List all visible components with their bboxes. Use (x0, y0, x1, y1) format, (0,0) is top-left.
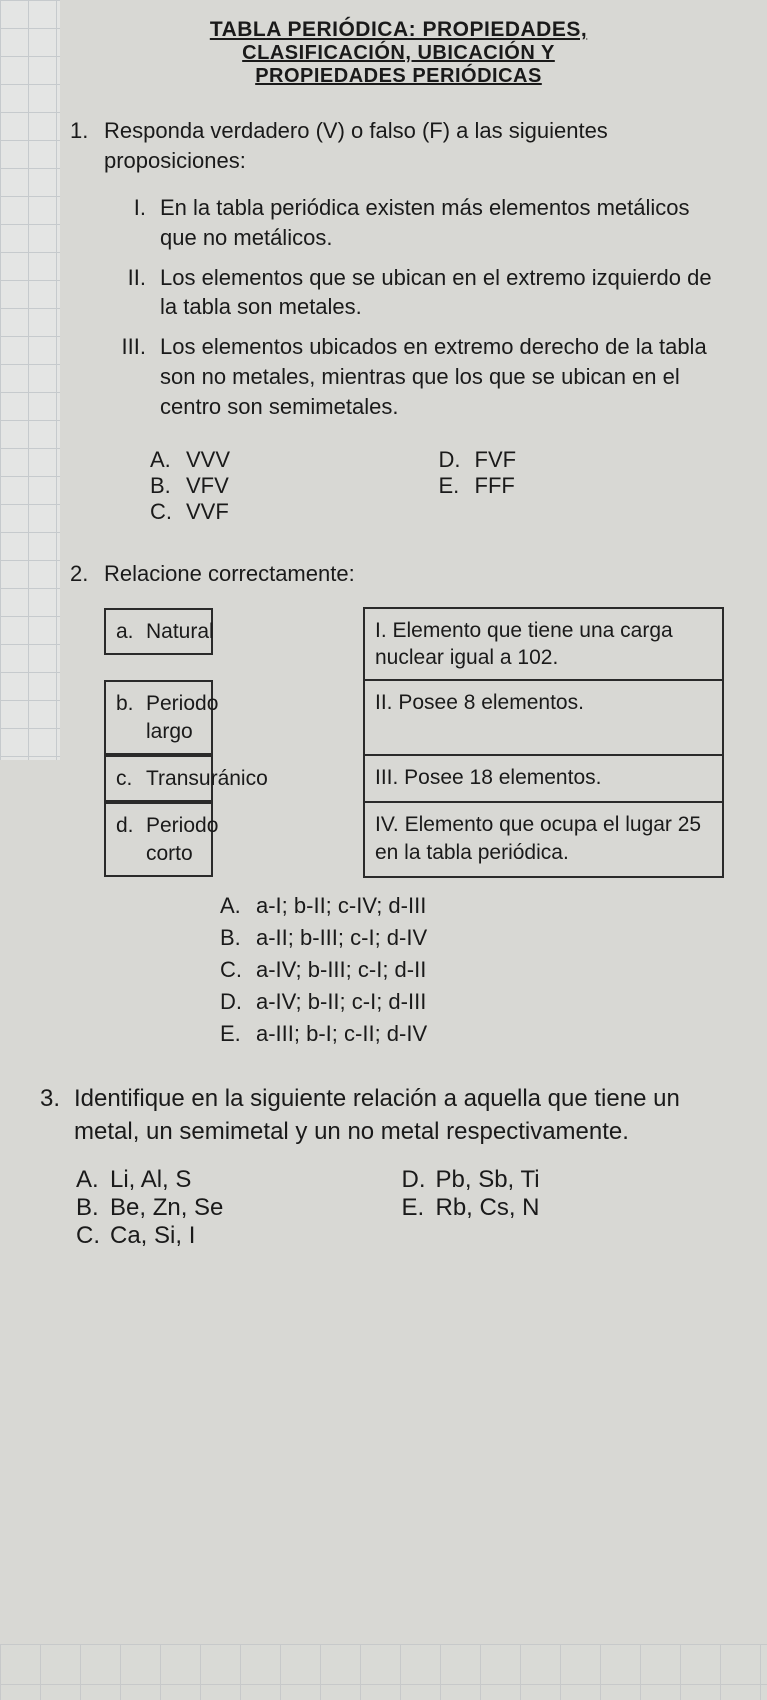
q3-options: A.Li, Al, S B.Be, Zn, Se C.Ca, Si, I D.P… (76, 1166, 727, 1250)
worksheet-title: TABLA PERIÓDICA: PROPIEDADES, CLASIFICAC… (103, 18, 694, 88)
q2-row-d-key: d. (116, 812, 146, 867)
q1-item-II-text: Los elementos que se ubican en el extrem… (160, 263, 727, 322)
q2-cell-d-right: IV. Elemento que ocupa el lugar 25 en la… (364, 802, 723, 877)
q3-opt-C-letter: C. (76, 1222, 110, 1250)
question-3: 3. Identifique en la siguiente relación … (70, 1083, 727, 1250)
q2-relation-table: a.Natural I. Elemento que tiene una carg… (104, 607, 724, 878)
q2-cell-c-left: c.Transuránico (104, 755, 213, 802)
q1-opt-E-text: FFF (475, 473, 515, 499)
q3-opt-D-text: Pb, Sb, Ti (436, 1166, 540, 1194)
q1-number: 1. (70, 116, 104, 175)
q2-opt-A-text: a-I; b-II; c-IV; d-III (256, 890, 426, 922)
q2-row-d-term: Periodo corto (146, 812, 218, 867)
table-row: d.Periodo corto IV. Elemento que ocupa e… (104, 802, 723, 877)
q2-option-E[interactable]: E.a-III; b-I; c-II; d-IV (220, 1018, 727, 1050)
q2-cell-b-left: b.Periodo largo (104, 680, 213, 755)
q1-opt-B-letter: B. (150, 473, 186, 499)
q3-stem: 3. Identifique en la siguiente relación … (40, 1083, 727, 1148)
q1-option-C[interactable]: C.VVF (150, 499, 439, 525)
q1-stem: 1. Responda verdadero (V) o falso (F) a … (70, 116, 727, 175)
q1-option-E[interactable]: E.FFF (439, 473, 728, 499)
q3-number: 3. (40, 1083, 74, 1148)
q3-opt-A-letter: A. (76, 1166, 110, 1194)
q2-cell-d-left: d.Periodo corto (104, 802, 213, 877)
q1-opt-E-letter: E. (439, 473, 475, 499)
q2-opt-C-text: a-IV; b-III; c-I; d-II (256, 954, 426, 986)
q3-option-B[interactable]: B.Be, Zn, Se (76, 1194, 402, 1222)
q2-opt-C-letter: C. (220, 954, 256, 986)
q1-item-III-num: III. (112, 332, 160, 421)
q2-option-B[interactable]: B.a-II; b-III; c-I; d-IV (220, 922, 727, 954)
q1-item-I: I. En la tabla periódica existen más ele… (112, 193, 727, 252)
q2-stem: 2. Relacione correctamente: (70, 559, 727, 589)
q2-opt-B-text: a-II; b-III; c-I; d-IV (256, 922, 427, 954)
q3-option-D[interactable]: D.Pb, Sb, Ti (402, 1166, 728, 1194)
table-row: a.Natural I. Elemento que tiene una carg… (104, 608, 723, 681)
q1-opt-B-text: VFV (186, 473, 229, 499)
title-line-2: CLASIFICACIÓN, UBICACIÓN Y (103, 42, 694, 65)
q3-option-E[interactable]: E.Rb, Cs, N (402, 1194, 728, 1222)
q2-row-a-key: a. (116, 618, 146, 645)
question-1: 1. Responda verdadero (V) o falso (F) a … (70, 116, 727, 525)
q1-item-I-text: En la tabla periódica existen más elemen… (160, 193, 727, 252)
q1-opt-C-text: VVF (186, 499, 229, 525)
q3-opt-B-letter: B. (76, 1194, 110, 1222)
q3-option-A[interactable]: A.Li, Al, S (76, 1166, 402, 1194)
q3-text: Identifique en la siguiente relación a a… (74, 1083, 727, 1148)
q2-row-c-term: Transuránico (146, 765, 268, 792)
worksheet-page: TABLA PERIÓDICA: PROPIEDADES, CLASIFICAC… (0, 0, 767, 1324)
q1-opt-A-text: VVV (186, 447, 230, 473)
q2-opt-A-letter: A. (220, 890, 256, 922)
q3-opt-E-letter: E. (402, 1194, 436, 1222)
q2-cell-b-right: II. Posee 8 elementos. (364, 680, 723, 755)
q3-opt-D-letter: D. (402, 1166, 436, 1194)
q2-cell-a-right: I. Elemento que tiene una carga nuclear … (364, 608, 723, 681)
question-2: 2. Relacione correctamente: a.Natural I.… (70, 559, 727, 1049)
q1-item-III-text: Los elementos ubicados en extremo derech… (160, 332, 727, 421)
q2-row-c-key: c. (116, 765, 146, 792)
q2-opt-D-letter: D. (220, 986, 256, 1018)
q1-propositions: I. En la tabla periódica existen más ele… (112, 193, 727, 421)
q1-opt-D-text: FVF (475, 447, 517, 473)
q1-item-II-num: II. (112, 263, 160, 322)
q2-opt-B-letter: B. (220, 922, 256, 954)
q2-cell-a-left: a.Natural (104, 608, 213, 655)
q2-row-b-term: Periodo largo (146, 690, 218, 745)
q2-cell-c-right: III. Posee 18 elementos. (364, 755, 723, 802)
q2-opt-D-text: a-IV; b-II; c-I; d-III (256, 986, 426, 1018)
q2-opt-E-text: a-III; b-I; c-II; d-IV (256, 1018, 427, 1050)
q1-option-D[interactable]: D.FVF (439, 447, 728, 473)
q2-options: A.a-I; b-II; c-IV; d-III B.a-II; b-III; … (220, 890, 727, 1049)
q3-opt-C-text: Ca, Si, I (110, 1222, 195, 1250)
q1-item-III: III. Los elementos ubicados en extremo d… (112, 332, 727, 421)
q1-options: A.VVV B.VFV C.VVF D.FVF E.FFF (150, 447, 727, 525)
q1-opt-C-letter: C. (150, 499, 186, 525)
q2-row-a-term: Natural (146, 618, 214, 645)
title-line-3: PROPIEDADES PERIÓDICAS (103, 65, 694, 88)
notebook-grid-bottom (0, 1644, 767, 1700)
table-row: c.Transuránico III. Posee 18 elementos. (104, 755, 723, 802)
q2-option-A[interactable]: A.a-I; b-II; c-IV; d-III (220, 890, 727, 922)
q1-item-I-num: I. (112, 193, 160, 252)
q2-opt-E-letter: E. (220, 1018, 256, 1050)
table-row: b.Periodo largo II. Posee 8 elementos. (104, 680, 723, 755)
q1-opt-D-letter: D. (439, 447, 475, 473)
q1-option-B[interactable]: B.VFV (150, 473, 439, 499)
q2-row-b-key: b. (116, 690, 146, 745)
q2-option-C[interactable]: C.a-IV; b-III; c-I; d-II (220, 954, 727, 986)
q2-number: 2. (70, 559, 104, 589)
q1-text: Responda verdadero (V) o falso (F) a las… (104, 116, 727, 175)
q2-text: Relacione correctamente: (104, 559, 727, 589)
q3-opt-B-text: Be, Zn, Se (110, 1194, 223, 1222)
q3-opt-A-text: Li, Al, S (110, 1166, 191, 1194)
title-line-1: TABLA PERIÓDICA: PROPIEDADES, (103, 18, 694, 42)
q3-option-C[interactable]: C.Ca, Si, I (76, 1222, 402, 1250)
q3-opt-E-text: Rb, Cs, N (436, 1194, 540, 1222)
q2-option-D[interactable]: D.a-IV; b-II; c-I; d-III (220, 986, 727, 1018)
q1-item-II: II. Los elementos que se ubican en el ex… (112, 263, 727, 322)
q1-option-A[interactable]: A.VVV (150, 447, 439, 473)
q1-opt-A-letter: A. (150, 447, 186, 473)
